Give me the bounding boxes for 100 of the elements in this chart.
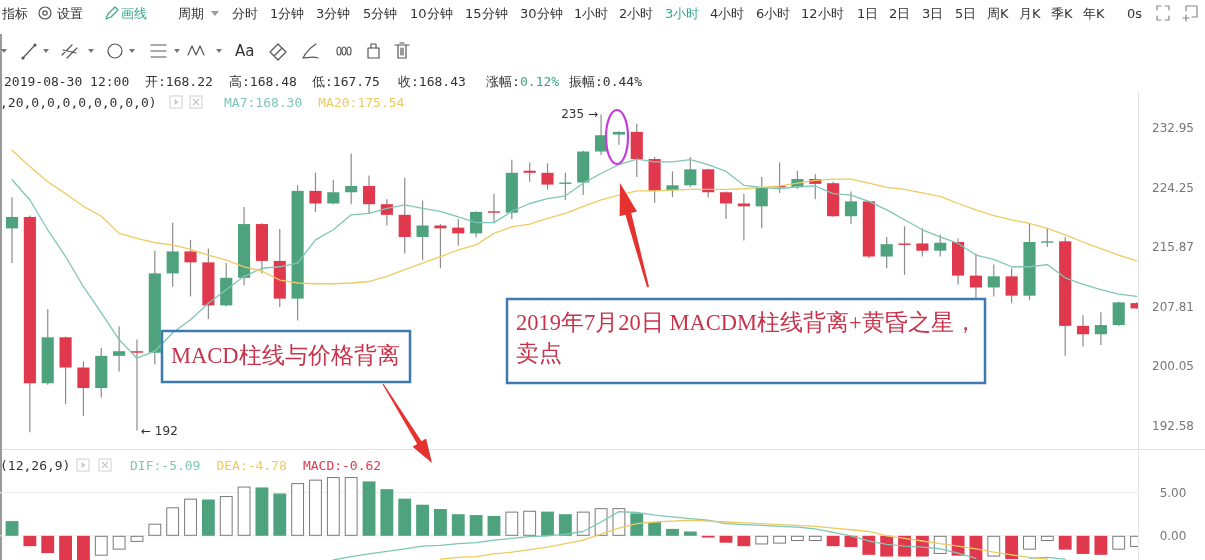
bar [880,535,894,557]
annotation: 2日 [889,5,911,21]
annotation: 1小时 [574,5,609,21]
annotation-box: MACD柱线与价格背离 [160,329,412,384]
annotation: 12小时 [801,5,844,21]
bar [808,535,822,541]
annotation: 0.12% [520,73,560,89]
legend: DIF:-5.09 DEA:-4.78 MACD:-0.62 [130,457,382,473]
bar [737,535,751,547]
annotation: 季K [1051,5,1073,21]
y-tick-label: 207.81 [1152,299,1194,314]
annotation: 1日 [857,5,879,21]
annotation: 开:168.22 [145,73,213,89]
bar [1094,535,1108,555]
bar [1040,535,1054,541]
bar [630,513,644,536]
bar [77,535,90,560]
annotation: 指标 [2,5,28,21]
bar [773,535,786,544]
annotation: 年K [1083,5,1105,21]
y-tick-label: 215.87 [1152,240,1194,255]
bar [469,515,483,536]
annotation: 0s [1127,5,1143,21]
y-tick-label: 232.95 [1152,121,1194,136]
annotation: 收:168.43 [398,73,466,89]
bar [1058,535,1072,550]
annotation: 分时 [232,5,258,21]
bar [380,489,394,536]
annotation: 3分钟 [316,5,351,21]
annotation: 15分钟 [465,5,508,21]
bar [862,535,876,555]
bar [487,515,501,536]
bar [291,483,305,536]
annotation: 振幅:0.44% [569,73,642,89]
annotation: 2019-08-30 12:00 [4,73,130,89]
y-tick-label: 5.00 [1159,485,1187,500]
annotation: MACD柱线与价格背离 [171,342,400,368]
annotation: 高:168.48 [229,73,297,89]
annotation: 235 → [561,107,598,121]
annotation: 30分钟 [520,5,563,21]
bar [130,535,144,542]
annotation: 1分钟 [270,5,305,21]
bar [558,514,572,536]
annotation: 设置 [57,5,83,21]
annotation: 5日 [955,5,977,21]
bar [273,493,287,536]
annotation: 周K [987,5,1009,21]
bar [576,511,590,536]
bar [1112,535,1126,550]
annotation: 3日 [922,5,944,21]
annotation-box: 2019年7月20日 MACDM柱线背离+黄昏之星，卖点 [505,297,987,385]
bar [166,507,180,536]
y-tick-label: 224.25 [1152,180,1194,195]
annotation: 6小时 [756,5,791,21]
bar [541,511,554,536]
bar [201,499,215,536]
bar [112,535,126,550]
annotation: (12,26,9) [0,457,71,473]
bar [1076,535,1090,554]
bar [987,535,1001,557]
legend: MA7:168.30 MA20:175.54 [224,94,405,110]
annotation: 画线 [121,5,147,21]
bar [683,531,697,536]
bar [451,514,465,536]
bar [755,535,769,545]
bar [523,510,537,536]
annotation: 月K [1019,5,1041,21]
bar [416,504,429,536]
bar [969,535,983,560]
bar [826,535,840,547]
y-tick-label: 200.05 [1152,359,1194,374]
y-tick-label: 192.58 [1152,418,1194,433]
annotation: ,20,0,0,0,0,0,0,0,0) [0,94,157,110]
bar [326,477,340,536]
bar [1023,535,1036,550]
bar [148,523,162,536]
annotation: 低:167.75 [312,73,380,89]
bar [41,535,55,554]
bar [666,528,679,536]
annotation: 10分钟 [410,5,453,21]
annotation: 3小时 [665,5,700,21]
bar [344,477,358,536]
annotation: 周期 [178,5,204,21]
bar [434,509,447,536]
bar [237,486,251,536]
bar [505,511,519,536]
bar [791,535,804,541]
bar [59,535,72,560]
y-tick-label: 0.00 [1159,528,1187,543]
bar [398,498,412,536]
bar [255,487,269,536]
bar [94,535,108,556]
bar [648,521,662,536]
bar [719,535,733,543]
bar [594,508,608,536]
bar [219,496,233,536]
annotation: 4小时 [710,5,745,21]
bar [184,498,197,536]
bar [1005,535,1019,560]
annotation: Aa [235,42,255,60]
